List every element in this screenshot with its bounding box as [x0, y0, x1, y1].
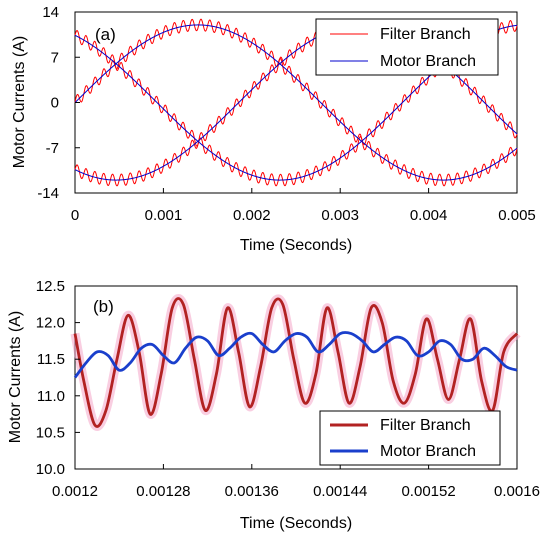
- panel-a-y-tick-label: 7: [51, 49, 59, 66]
- panel-b-x-tick-label: 0.00136: [225, 483, 279, 500]
- panel-b-y-axis-label: Motor Currents (A): [7, 311, 24, 443]
- panel-a-motor-phase-1: [74, 24, 518, 181]
- panel-a-y-tick-label: -14: [37, 185, 59, 202]
- panel-b-y-tick-label: 10.5: [36, 424, 65, 441]
- panel-a-legend-filter-label: Filter Branch: [380, 26, 471, 43]
- panel-a-legend-box: [315, 18, 499, 76]
- panel-b-y-tick-label: 11.0: [37, 388, 65, 405]
- panel-a-y-ticks: 14 7 0 -7 -14: [37, 4, 80, 202]
- panel-a-x-tick-label: 0.002: [233, 207, 271, 224]
- panel-a: 14 7 0 -7 -14 0 0.001 0.002 0.003 0.004 0.005 (a)…: [11, 4, 536, 254]
- panel-a-x-tick-label: 0.005: [498, 207, 536, 224]
- panel-b-motor-line: [73, 331, 518, 379]
- panel-b-y-tick-label: 11.5: [37, 351, 65, 368]
- panel-b-x-ticks: 0.0012 0.00128 0.00136 0.00144 0.00152 0.0016: [52, 464, 540, 500]
- panel-b-label: (b): [93, 297, 114, 316]
- panel-a-legend: Filter Branch Motor Branch: [315, 18, 499, 76]
- panel-b-legend: Filter Branch Motor Branch: [319, 410, 501, 466]
- panel-a-legend-motor-label: Motor Branch: [380, 53, 476, 70]
- panel-b-x-tick-label: 0.00128: [136, 483, 190, 500]
- panel-b-legend-box: [319, 410, 501, 466]
- panel-a-y-tick-label: -7: [46, 140, 59, 157]
- panel-a-y-axis-label: Motor Currents (A): [11, 36, 28, 168]
- panel-a-y-tick-label: 0: [51, 95, 59, 112]
- panel-a-x-tick-label: 0.004: [410, 207, 448, 224]
- panel-a-y-tick-label: 14: [42, 4, 59, 21]
- panel-a-x-tick-label: 0.001: [145, 207, 183, 224]
- panel-b-filter-line: [73, 297, 519, 428]
- panel-a-x-tick-label: 0: [71, 207, 79, 224]
- panel-b-legend-motor-label: Motor Branch: [380, 443, 476, 460]
- panel-a-x-axis-label: Time (Seconds): [240, 237, 352, 254]
- panel-a-x-tick-label: 0.003: [321, 207, 359, 224]
- panel-b-series: [70, 294, 521, 431]
- panel-b-x-tick-label: 0.00152: [401, 483, 455, 500]
- panel-b-x-tick-label: 0.00144: [313, 483, 367, 500]
- panel-b-x-tick-label: 0.0016: [494, 483, 540, 500]
- panel-b-y-ticks: 12.5 12.0 11.5 11.0 10.5 10.0: [36, 278, 80, 478]
- panel-a-x-ticks: 0 0.001 0.002 0.003 0.004 0.005: [71, 188, 536, 224]
- panel-b-y-tick-label: 12.5: [36, 278, 65, 295]
- panel-b-x-axis-label: Time (Seconds): [240, 515, 352, 532]
- panel-b: 12.512.011.511.010.510.0 0.0012 0.00128 0.…: [7, 278, 540, 532]
- panel-b-y-tick-label: 12.0: [36, 315, 65, 332]
- panel-a-label: (a): [95, 25, 116, 44]
- panel-b-legend-filter-label: Filter Branch: [380, 417, 471, 434]
- panel-b-y-tick-label: 10.0: [36, 461, 65, 478]
- panel-b-x-tick-label: 0.0012: [52, 483, 98, 500]
